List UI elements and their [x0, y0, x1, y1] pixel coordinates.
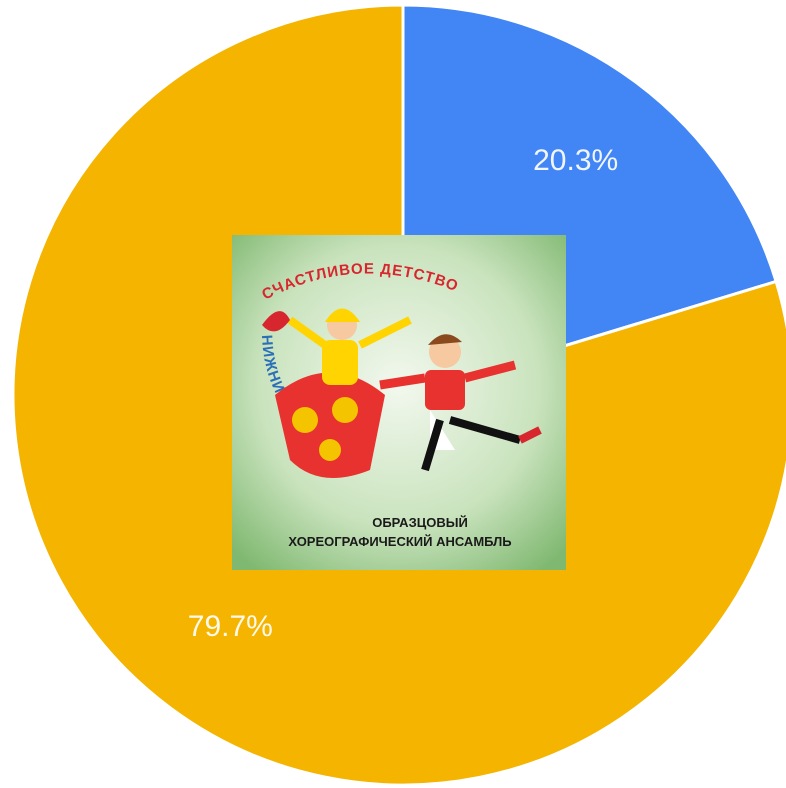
logo: СЧАСТЛИВОЕ ДЕТСТВО НИЖНИЙ НОВГОРОД [232, 235, 566, 570]
logo-caption: ОБРАЗЦОВЫЙ [372, 515, 468, 530]
logo-boy [379, 334, 542, 472]
logo-girl [262, 308, 412, 478]
value-label: 79.7% [188, 610, 273, 643]
value-label: 20.3% [533, 144, 618, 177]
logo-caption: ХОРЕОГРАФИЧЕСКИЙ АНСАМБЛЬ [288, 534, 511, 549]
